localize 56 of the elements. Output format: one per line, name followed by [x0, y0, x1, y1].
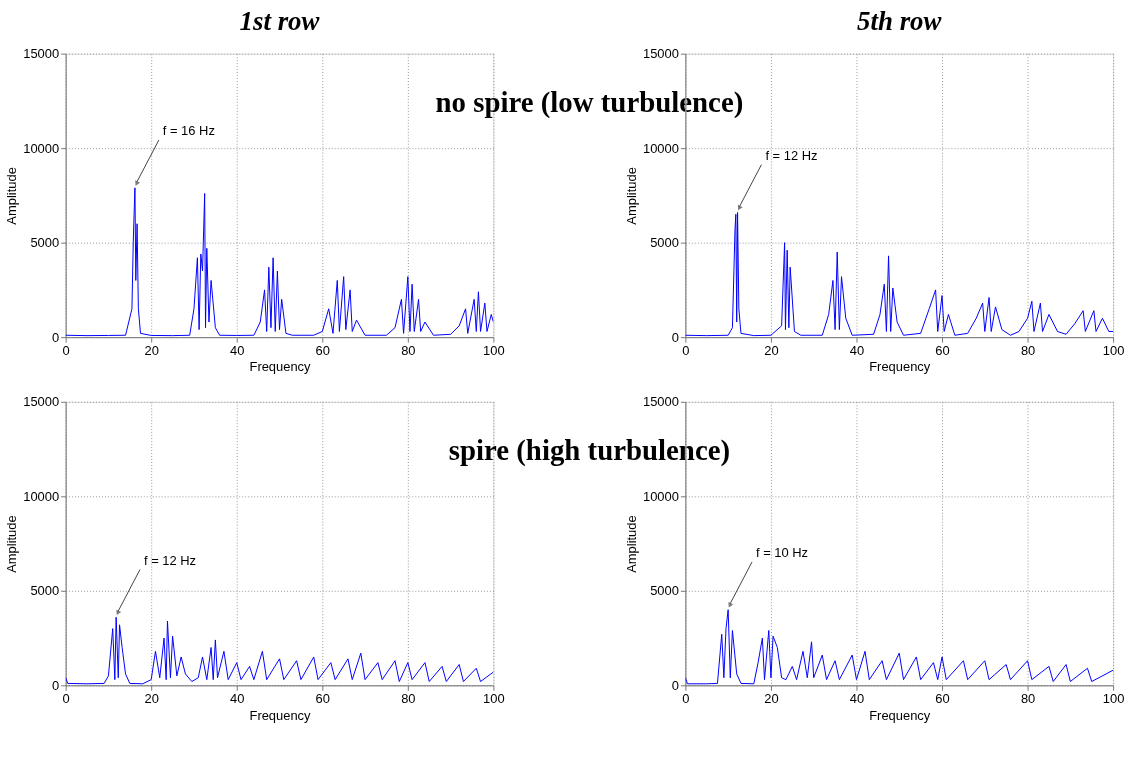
x-tick-label: 0: [682, 690, 690, 706]
x-tick-label: 0: [62, 342, 70, 358]
y-axis-title: Amplitude: [4, 515, 20, 573]
chart-title: 5th row: [857, 5, 942, 36]
x-tick-label: 40: [230, 342, 245, 358]
y-tick-label: 15000: [23, 394, 60, 410]
x-tick-label: 60: [315, 342, 330, 358]
x-tick-label: 0: [682, 342, 690, 358]
x-tick-label: 40: [849, 342, 865, 358]
y-tick-label: 0: [52, 329, 60, 345]
x-tick-label: 100: [1102, 690, 1125, 706]
annotation: f = 12 Hz: [765, 147, 818, 163]
x-axis-title: Frequency: [869, 359, 931, 375]
y-tick-label: 10000: [23, 140, 60, 156]
x-tick-label: 60: [315, 690, 330, 706]
y-tick-label: 0: [671, 677, 679, 693]
x-tick-label: 100: [483, 690, 505, 706]
x-tick-label: 60: [935, 690, 950, 706]
x-tick-label: 20: [144, 342, 159, 358]
y-tick-label: 15000: [23, 46, 60, 62]
x-tick-label: 80: [1020, 342, 1036, 358]
y-tick-label: 5000: [30, 583, 60, 599]
annotation: f = 16 Hz: [162, 123, 215, 139]
chart-title: 1st row: [239, 5, 320, 36]
y-tick-label: 0: [671, 329, 679, 345]
y-tick-label: 5000: [650, 583, 679, 599]
annotation: no spire (low turbulence): [435, 86, 744, 120]
x-tick-label: 20: [144, 690, 159, 706]
x-tick-label: 20: [764, 690, 779, 706]
y-tick-label: 5000: [650, 235, 679, 251]
y-axis-title: Amplitude: [623, 515, 639, 573]
y-tick-label: 5000: [30, 235, 60, 251]
annotation: f = 12 Hz: [143, 552, 197, 568]
x-tick-label: 40: [849, 690, 865, 706]
x-tick-label: 80: [1020, 690, 1036, 706]
x-tick-label: 0: [62, 690, 70, 706]
y-tick-label: 10000: [642, 488, 679, 504]
x-tick-label: 80: [401, 342, 416, 358]
x-tick-label: 80: [401, 690, 416, 706]
x-tick-label: 40: [230, 690, 245, 706]
annotation: f = 10 Hz: [756, 544, 809, 560]
y-tick-label: 15000: [642, 46, 679, 62]
x-axis-title: Frequency: [869, 707, 931, 723]
y-tick-label: 10000: [23, 488, 60, 504]
y-tick-label: 10000: [642, 140, 679, 156]
x-axis-title: Frequency: [249, 707, 312, 723]
y-tick-label: 15000: [642, 394, 679, 410]
annotation: spire (high turbulence): [448, 434, 731, 468]
y-axis-title: Amplitude: [623, 167, 639, 225]
y-tick-label: 0: [52, 677, 60, 693]
x-tick-label: 60: [935, 342, 950, 358]
x-tick-label: 20: [764, 342, 779, 358]
y-axis-title: Amplitude: [4, 167, 20, 225]
x-tick-label: 100: [483, 342, 505, 358]
x-tick-label: 100: [1102, 342, 1125, 358]
x-axis-title: Frequency: [249, 359, 312, 375]
